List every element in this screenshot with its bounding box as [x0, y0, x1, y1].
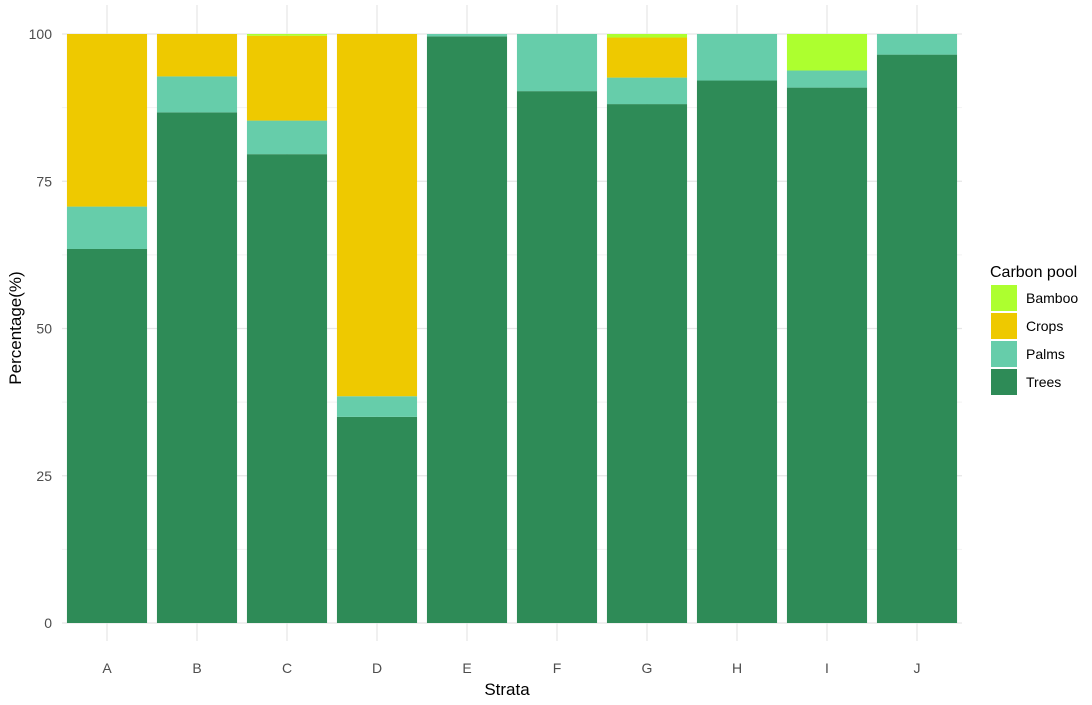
- legend-key-trees: [991, 369, 1017, 395]
- bar-segment-palms-b: [156, 76, 238, 113]
- x-tick-label: B: [192, 660, 201, 676]
- y-tick-label: 50: [36, 321, 52, 337]
- bar-segment-palms-h: [696, 34, 778, 81]
- bar-segment-trees-b: [156, 112, 238, 623]
- x-tick-label: C: [282, 660, 292, 676]
- bar-segment-crops-g: [606, 37, 688, 78]
- x-tick-label: H: [732, 660, 742, 676]
- bar-segment-trees-h: [696, 80, 778, 623]
- bar-segment-trees-e: [426, 36, 508, 624]
- legend-label-bamboo: Bamboo: [1026, 290, 1078, 306]
- x-tick-label: D: [372, 660, 382, 676]
- bar-segment-palms-i: [786, 70, 868, 88]
- bar-segment-palms-c: [246, 120, 328, 155]
- y-tick-label: 75: [36, 173, 52, 189]
- bar-segment-trees-c: [246, 154, 328, 623]
- legend-title: Carbon pool: [990, 264, 1077, 281]
- bar-segment-bamboo-c: [246, 34, 328, 36]
- bar-segment-crops-c: [246, 35, 328, 121]
- bar-segment-trees-d: [336, 416, 418, 623]
- bar-segment-palms-a: [66, 206, 148, 249]
- bars: [66, 34, 958, 624]
- y-tick-label: 25: [36, 468, 52, 484]
- legend-key-crops: [991, 313, 1017, 339]
- legend-key-bamboo: [991, 285, 1017, 311]
- x-tick-label: G: [642, 660, 653, 676]
- x-tick-label: E: [462, 660, 471, 676]
- bar-segment-palms-j: [876, 34, 958, 55]
- bar-segment-crops-a: [66, 34, 148, 207]
- bar-segment-palms-e: [426, 34, 508, 37]
- bar-segment-trees-f: [516, 91, 598, 623]
- x-tick-label: I: [825, 660, 829, 676]
- legend-label-trees: Trees: [1026, 374, 1061, 390]
- y-axis-title: Percentage(%): [6, 271, 25, 384]
- bar-segment-crops-b: [156, 34, 238, 77]
- y-tick-label: 100: [29, 26, 53, 42]
- bar-segment-bamboo-i: [786, 34, 868, 71]
- x-axis-title: Strata: [484, 680, 530, 699]
- bar-segment-trees-a: [66, 248, 148, 624]
- bar-segment-trees-g: [606, 104, 688, 624]
- bar-segment-trees-i: [786, 87, 868, 624]
- legend: Carbon pool Bamboo Crops Palms Trees: [990, 264, 1078, 395]
- x-tick-label: J: [914, 660, 921, 676]
- bar-segment-palms-d: [336, 396, 418, 417]
- legend-label-crops: Crops: [1026, 318, 1063, 334]
- bar-segment-bamboo-g: [606, 34, 688, 38]
- axes: 0 25 50 75 100 A B C D E F G H I J: [29, 26, 921, 676]
- bar-segment-palms-f: [516, 34, 598, 92]
- legend-label-palms: Palms: [1026, 346, 1065, 362]
- x-tick-label: F: [553, 660, 562, 676]
- y-tick-label: 0: [44, 615, 52, 631]
- x-tick-label: A: [102, 660, 112, 676]
- legend-key-palms: [991, 341, 1017, 367]
- bar-segment-palms-g: [606, 77, 688, 105]
- bar-segment-crops-d: [336, 34, 418, 397]
- bar-segment-trees-j: [876, 54, 958, 624]
